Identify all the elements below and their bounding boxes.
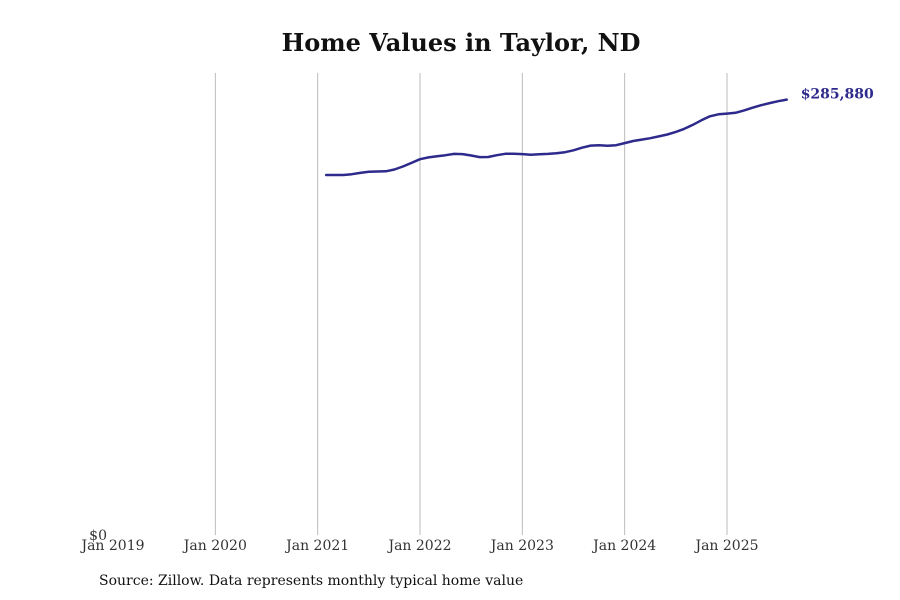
- x-axis-ticks: Jan 2019 Jan 2020 Jan 2021 Jan 2022 Jan 2023…: [79, 538, 758, 554]
- gridlines: [214, 73, 728, 535]
- x-tick-label: Jan 2025: [693, 538, 758, 554]
- x-tick-label: Jan 2020: [182, 538, 247, 554]
- chart-title: Home Values in Taylor, ND: [281, 28, 641, 57]
- source-note: Source: Zillow. Data represents monthly …: [99, 573, 524, 589]
- x-tick-label: Jan 2021: [284, 538, 349, 554]
- x-tick-label: Jan 2019: [79, 538, 144, 554]
- x-tick-label: Jan 2024: [591, 538, 656, 554]
- x-tick-label: Jan 2022: [386, 538, 451, 554]
- end-value-label: $285,880: [801, 87, 874, 103]
- x-tick-label: Jan 2023: [489, 538, 554, 554]
- series-line: [324, 98, 788, 177]
- y-tick-label-zero: $0: [89, 528, 107, 544]
